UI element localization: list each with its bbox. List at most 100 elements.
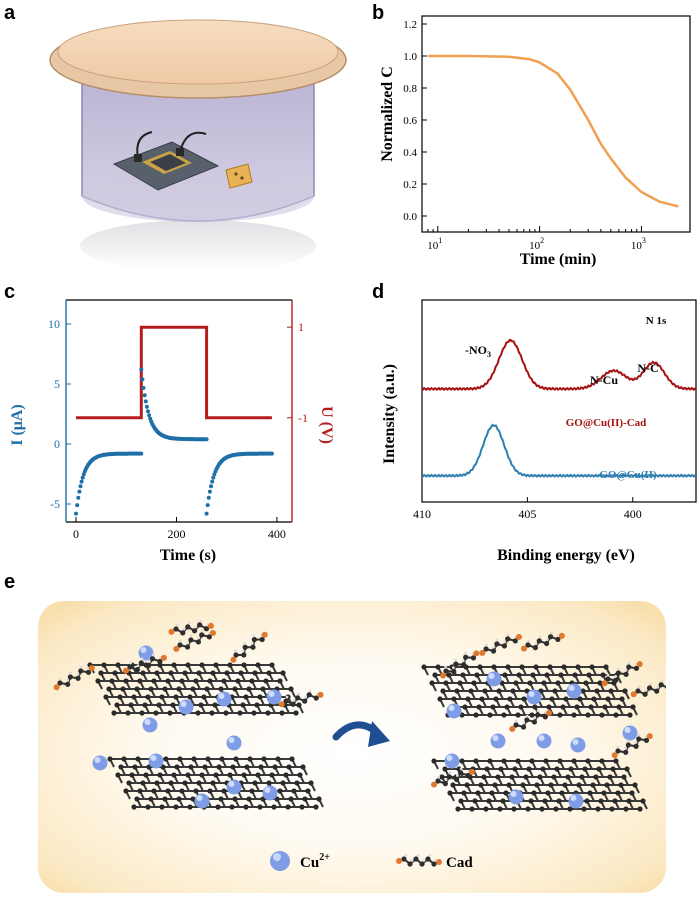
graphene-atom xyxy=(159,804,165,810)
cad-nitrogen xyxy=(630,691,637,698)
graphene-atom xyxy=(501,712,507,718)
cad-carbon xyxy=(185,624,191,630)
graphene-atom xyxy=(221,678,227,684)
graphene-atom xyxy=(179,788,185,794)
chart-c-current-point xyxy=(205,503,210,508)
cu-ion xyxy=(148,753,164,769)
cad-carbon xyxy=(127,664,133,670)
graphene-atom xyxy=(297,772,303,778)
chart-c-current-point xyxy=(211,475,216,480)
graphene-atom xyxy=(288,796,294,802)
cad-carbon xyxy=(633,665,640,671)
graphene-atom xyxy=(557,712,563,718)
graphene-atom xyxy=(269,772,275,778)
graphene-atom xyxy=(291,788,297,794)
chart-c-current-point xyxy=(79,479,84,484)
cad-carbon xyxy=(536,638,542,644)
graphene-atom xyxy=(458,798,464,804)
cu-ion xyxy=(490,733,506,749)
cad-carbon xyxy=(555,636,561,643)
graphene-atom xyxy=(204,686,210,692)
cu-ion-body xyxy=(570,737,586,753)
graphene-atom xyxy=(114,702,120,708)
graphene-atom xyxy=(313,804,319,810)
cad-carbon xyxy=(78,668,84,674)
chart-d-annotation-no3-sub: 3 xyxy=(487,350,491,359)
graphene-atom xyxy=(503,790,509,796)
graphene-atom xyxy=(121,756,127,762)
chart-d-xlabel: Binding energy (eV) xyxy=(497,547,635,564)
graphene-atom xyxy=(464,782,470,788)
cad-carbon xyxy=(138,660,144,666)
graphene-atom xyxy=(277,678,283,684)
graphene-atom xyxy=(501,758,507,764)
chart-c-current-point xyxy=(77,489,82,494)
graphene-atom xyxy=(571,712,577,718)
graphene-atom xyxy=(123,788,129,794)
graphene-atom xyxy=(585,758,591,764)
cad-hydrogen xyxy=(147,660,151,663)
cad-hydrogen xyxy=(492,645,496,649)
graphene-atom xyxy=(249,788,255,794)
cu-ion xyxy=(570,737,586,753)
graphene-atom xyxy=(137,788,143,794)
graphene-atom xyxy=(435,664,441,670)
cad-molecule xyxy=(230,631,268,663)
cu-ion xyxy=(486,671,502,687)
graphene-atom xyxy=(167,710,173,716)
cad-carbon xyxy=(633,743,639,749)
cu-ion-body xyxy=(568,793,584,809)
cad-hydrogen xyxy=(250,641,254,645)
graphene-atom xyxy=(112,670,118,676)
graphene-atom xyxy=(219,756,225,762)
chart-b-ylabel: Normalized C xyxy=(379,66,396,162)
graphene-atom xyxy=(557,758,563,764)
cad-nitrogen xyxy=(168,628,175,635)
graphene-atom xyxy=(280,780,286,786)
cu-ion-body xyxy=(566,683,582,699)
cad-nitrogen xyxy=(173,645,180,652)
cad-carbon xyxy=(67,674,73,680)
graphene-atom xyxy=(151,788,157,794)
graphene-atom xyxy=(447,790,453,796)
cad-hydrogen xyxy=(187,621,191,625)
cad-hydrogen xyxy=(525,714,529,718)
graphene-atom xyxy=(615,790,621,796)
cad-carbon xyxy=(199,632,205,638)
cad-hydrogen xyxy=(241,649,245,653)
cad-nitrogen xyxy=(468,768,475,775)
graphene-atom xyxy=(523,774,529,780)
graphene-sheet-top-left xyxy=(87,662,304,716)
cad-carbon xyxy=(313,695,319,701)
graphene-atom xyxy=(565,774,571,780)
graphene-atom xyxy=(257,804,263,810)
cad-carbon xyxy=(513,722,519,728)
cu-ion xyxy=(262,785,278,801)
cu-ion-highlight xyxy=(510,791,517,797)
cad-carbon xyxy=(241,652,247,658)
cad-carbon xyxy=(195,639,202,645)
cad-carbon xyxy=(461,662,467,668)
graphene-atom xyxy=(551,774,557,780)
cad-carbon xyxy=(173,626,179,632)
cad-carbon xyxy=(531,719,538,725)
graphene-atom xyxy=(101,662,107,668)
graphene-atom xyxy=(585,712,591,718)
graphene-atom xyxy=(478,782,484,788)
cu-ion-body xyxy=(148,753,164,769)
cad-carbon xyxy=(465,772,471,779)
graphene-atom xyxy=(481,774,487,780)
cad-hydrogen xyxy=(503,640,507,644)
graphene-atom xyxy=(483,806,489,812)
graphene-atom xyxy=(431,758,437,764)
graphene-atom xyxy=(580,688,586,694)
cad-carbon xyxy=(613,677,619,683)
graphene-atom xyxy=(280,670,286,676)
graphene-atom xyxy=(145,804,151,810)
graphene-atom xyxy=(227,662,233,668)
graphene-atom xyxy=(168,780,174,786)
legend-cu-superscript: 2+ xyxy=(319,852,330,863)
chart-d-xtick-label: 410 xyxy=(413,507,431,521)
cad-hydrogen xyxy=(422,859,426,862)
chart-d-frame xyxy=(421,299,697,503)
